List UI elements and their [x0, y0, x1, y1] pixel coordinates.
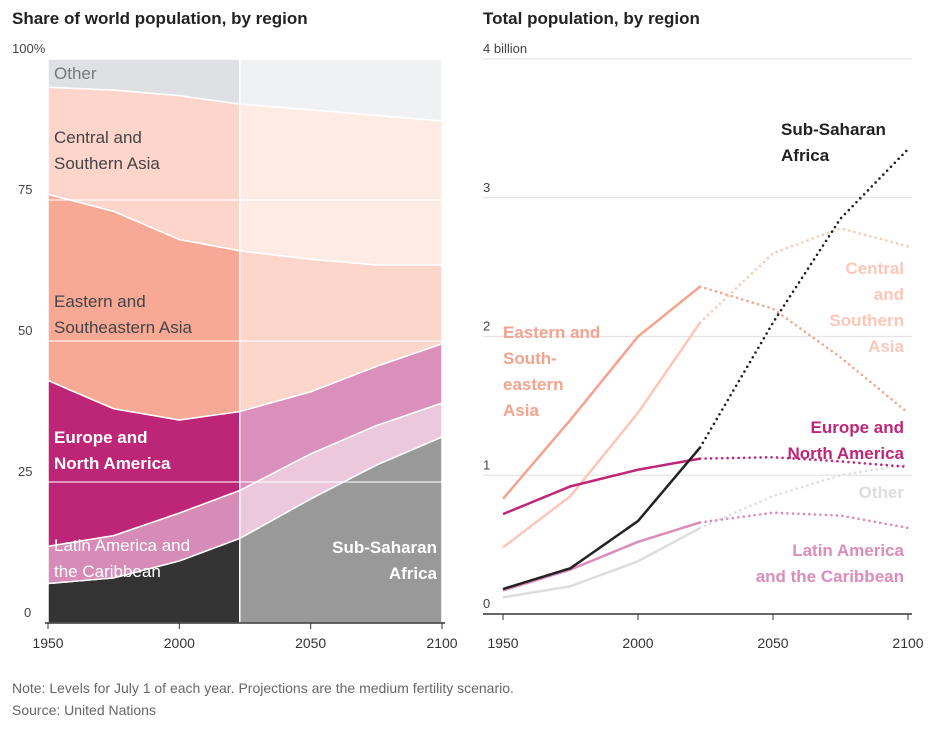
label-europe-and-north-america: Europe and: [810, 418, 904, 437]
line-latin-america-and-the-caribbean-projected: [698, 511, 910, 530]
label-central-and-southern-asia: Asia: [868, 337, 904, 356]
y-tick-label: 25: [18, 464, 32, 479]
label-latin-america-and-the-caribbean: the Caribbean: [54, 562, 161, 581]
x-tick-label: 1950: [32, 635, 63, 651]
y-tick-label: 1: [483, 457, 490, 472]
label-europe-and-north-america: North America: [54, 454, 171, 473]
label-sub-saharan-africa: Africa: [389, 564, 438, 583]
area-central-and-southern-asia-projected: [238, 103, 443, 266]
label-central-and-southern-asia: Southern: [829, 311, 904, 330]
label-sub-saharan-africa: Sub-Saharan: [781, 120, 886, 139]
line-latin-america-and-the-caribbean-historical: [502, 521, 701, 592]
line-central-and-southern-asia-historical: [502, 321, 702, 549]
y-tick-label: 4 billion: [483, 41, 527, 56]
line-eastern-and-southeastern-asia-historical: [502, 285, 701, 500]
label-central-and-southern-asia: Southern Asia: [54, 154, 160, 173]
line-other-projected: [698, 462, 910, 530]
x-tick-label: 1950: [487, 635, 518, 651]
label-sub-saharan-africa: Africa: [781, 146, 830, 165]
y-tick-label: 100%: [12, 41, 46, 56]
left-chart-title: Share of world population, by region: [12, 9, 308, 28]
label-eastern-and-southeastern-asia: Eastern and: [503, 323, 600, 342]
x-tick-label: 2050: [295, 635, 326, 651]
label-latin-america-and-the-caribbean: and the Caribbean: [756, 567, 904, 586]
y-tick-label: 0: [483, 596, 490, 611]
label-latin-america-and-the-caribbean: Latin America: [792, 541, 904, 560]
y-tick-label: 75: [18, 182, 32, 197]
footnote: Note: Levels for July 1 of each year. Pr…: [12, 680, 514, 696]
x-tick-label: 2050: [757, 635, 788, 651]
right-chart-title: Total population, by region: [483, 9, 700, 28]
source: Source: United Nations: [12, 702, 156, 718]
y-tick-label: 3: [483, 180, 490, 195]
x-tick-label: 2000: [622, 635, 653, 651]
label-other: Other: [859, 483, 905, 502]
label-central-and-southern-asia: Central and: [54, 128, 142, 147]
label-eastern-and-southeastern-asia: Southeastern Asia: [54, 318, 193, 337]
line-eastern-and-southeastern-asia-projected: [698, 285, 910, 415]
label-central-and-southern-asia: Central: [845, 259, 904, 278]
label-sub-saharan-africa: Sub-Saharan: [332, 538, 437, 557]
x-tick-label: 2100: [892, 635, 923, 651]
label-eastern-and-southeastern-asia: South-: [503, 349, 557, 368]
label-central-and-southern-asia: and: [874, 285, 904, 304]
label-europe-and-north-america: Europe and: [54, 428, 148, 447]
y-tick-label: 50: [18, 323, 32, 338]
x-tick-label: 2100: [426, 635, 457, 651]
line-other-historical: [502, 526, 701, 599]
label-eastern-and-southeastern-asia: Asia: [503, 401, 539, 420]
label-eastern-and-southeastern-asia: Eastern and: [54, 292, 146, 311]
line-sub-saharan-africa-historical: [502, 446, 702, 591]
label-europe-and-north-america: North America: [787, 444, 904, 463]
line-europe-and-north-america-historical: [502, 457, 701, 516]
y-tick-label: 2: [483, 319, 490, 334]
x-tick-label: 2000: [164, 635, 195, 651]
line-europe-and-north-america-projected: [698, 455, 910, 469]
label-eastern-and-southeastern-asia: eastern: [503, 375, 563, 394]
y-tick-label: 0: [24, 605, 31, 620]
label-other: Other: [54, 64, 97, 83]
label-latin-america-and-the-caribbean: Latin America and: [54, 536, 190, 555]
